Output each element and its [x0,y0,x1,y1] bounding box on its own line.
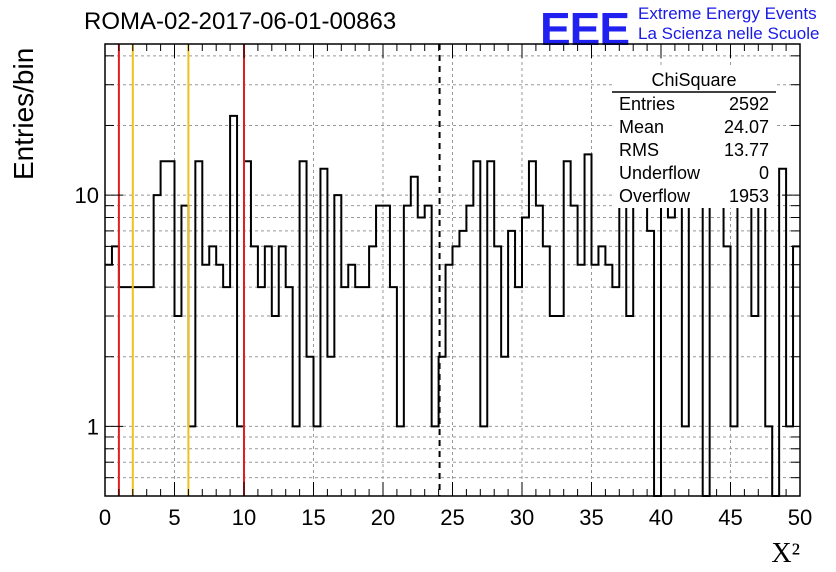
x-tick-label: 35 [579,505,603,530]
y-tick-label: 1 [87,414,99,439]
x-tick-label: 45 [718,505,742,530]
logo-mark: EEE [540,3,630,55]
stats-row-value: 1953 [729,186,769,206]
stats-row-value: 0 [759,163,769,183]
stats-row-value: 2592 [729,94,769,114]
stats-row-label: Underflow [619,163,701,183]
x-tick-label: 50 [788,505,812,530]
logo-line-1: Extreme Energy Events [638,4,817,23]
x-tick-label: 25 [440,505,464,530]
histogram-series [105,114,800,497]
stats-row-value: 24.07 [724,117,769,137]
x-tick-label: 15 [301,505,325,530]
x-tick-label: 20 [371,505,395,530]
stats-row-label: Mean [619,117,664,137]
stats-row-label: Overflow [619,186,691,206]
logo-line-2: La Scienza nelle Scuole [638,24,820,43]
stats-row-label: Entries [619,94,675,114]
x-tick-label: 0 [99,505,111,530]
stats-row-label: RMS [619,140,659,160]
x-axis-label: X² [771,538,800,569]
x-tick-label: 30 [510,505,534,530]
stats-box-title: ChiSquare [651,70,736,90]
y-tick-label: 10 [75,183,99,208]
x-tick-label: 10 [232,505,256,530]
chart-title: ROMA-02-2017-06-01-00863 [84,8,397,35]
x-tick-label: 40 [649,505,673,530]
stats-row-value: 13.77 [724,140,769,160]
x-tick-label: 5 [168,505,180,530]
